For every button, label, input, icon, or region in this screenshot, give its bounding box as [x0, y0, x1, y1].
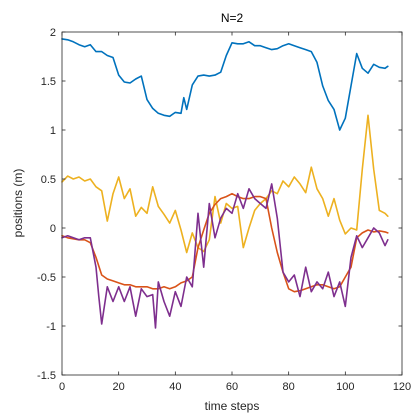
y-tick-label: 0 [50, 223, 56, 235]
x-tick-label: 120 [393, 381, 411, 393]
series-line-2 [61, 114, 389, 254]
y-tick-label: 1 [50, 125, 56, 137]
x-tick-label: 60 [226, 381, 238, 393]
series-line-4 [61, 183, 389, 329]
series-line-1 [61, 38, 389, 131]
y-tick-label: 0.5 [41, 174, 56, 186]
x-tick-label: 0 [59, 381, 65, 393]
y-axis-label: positions (m) [11, 169, 25, 238]
series-line-3 [61, 192, 389, 293]
y-tick-label: -1 [46, 321, 56, 333]
y-axis: -1.5 -1 -0.5 0 0.5 1 1.5 2 [37, 27, 402, 382]
x-axis: 0 20 40 60 80 100 120 [59, 32, 411, 393]
x-tick-label: 20 [113, 381, 125, 393]
y-tick-label: -0.5 [37, 272, 56, 284]
x-tick-label: 40 [169, 381, 181, 393]
plot-area [62, 32, 402, 375]
x-tick-label: 80 [283, 381, 295, 393]
y-tick-label: 2 [50, 27, 56, 39]
x-tick-label: 100 [336, 381, 354, 393]
x-axis-label: time steps [205, 399, 260, 413]
y-tick-label: 1.5 [41, 76, 56, 88]
chart-title: N=2 [221, 11, 244, 25]
series-layer [61, 38, 389, 329]
y-tick-label: -1.5 [37, 370, 56, 382]
